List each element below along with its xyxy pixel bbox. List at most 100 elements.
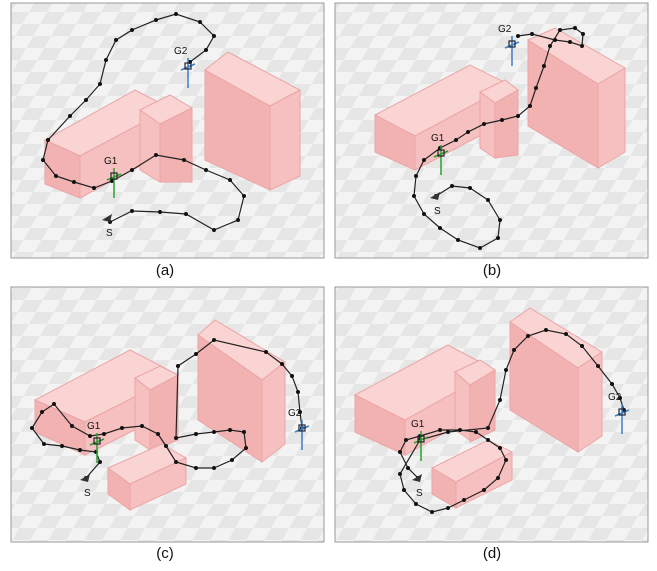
goal1-label: G1 [87, 421, 101, 432]
waypoint [242, 430, 246, 434]
waypoint [498, 398, 502, 402]
waypoint [98, 82, 102, 86]
waypoint [194, 352, 198, 356]
waypoint [504, 368, 508, 372]
waypoint [414, 174, 418, 178]
waypoint [544, 328, 548, 332]
waypoint [176, 364, 180, 368]
waypoint [88, 434, 92, 438]
waypoint [230, 458, 234, 462]
waypoint [458, 428, 462, 432]
waypoint [242, 194, 246, 198]
waypoint [130, 168, 134, 172]
waypoint [580, 44, 584, 48]
waypoint [504, 458, 508, 462]
waypoint [430, 510, 434, 514]
waypoint [182, 158, 186, 162]
waypoint [438, 428, 442, 432]
waypoint [580, 344, 584, 348]
goal2-label: G2 [288, 408, 302, 419]
waypoint [158, 210, 162, 214]
waypoint [156, 432, 160, 436]
waypoint [528, 104, 532, 108]
waypoint [500, 118, 504, 122]
panel-caption: (b) [483, 262, 501, 279]
waypoint [542, 64, 546, 68]
waypoint [456, 238, 460, 242]
waypoint [548, 44, 552, 48]
waypoint [568, 40, 572, 44]
goal1-label: G1 [431, 133, 445, 144]
waypoint [40, 410, 44, 414]
waypoint [516, 114, 520, 118]
waypoint [398, 450, 402, 454]
waypoint [184, 212, 188, 216]
waypoint [174, 460, 178, 464]
waypoint [204, 48, 208, 52]
waypoint [154, 153, 158, 157]
start-label: S [434, 206, 441, 217]
waypoint [596, 364, 600, 368]
waypoint [52, 402, 56, 406]
waypoint [164, 444, 168, 448]
waypoint [398, 472, 402, 476]
waypoint [104, 58, 108, 62]
goal2-label: G2 [498, 24, 512, 35]
waypoint [228, 178, 232, 182]
block-face [135, 378, 150, 450]
waypoint [130, 28, 134, 32]
waypoint [404, 438, 408, 442]
goal2-label: G2 [174, 46, 188, 57]
waypoint [212, 338, 216, 342]
waypoint [60, 444, 64, 448]
goal1-label: G1 [411, 419, 425, 430]
waypoint [198, 20, 202, 24]
waypoint [581, 32, 585, 36]
waypoint [534, 86, 538, 90]
waypoint [414, 502, 418, 506]
waypoint [610, 382, 614, 386]
panel-caption: (d) [483, 545, 501, 562]
waypoint [512, 348, 516, 352]
waypoint [98, 460, 102, 464]
waypoint [264, 350, 268, 354]
waypoint [406, 466, 410, 470]
waypoint [553, 38, 557, 42]
waypoint [468, 186, 472, 190]
waypoint [54, 174, 58, 178]
goal1-label: G1 [104, 156, 118, 167]
waypoint [174, 436, 178, 440]
waypoint [412, 194, 416, 198]
waypoint [84, 98, 88, 102]
waypoint [154, 18, 158, 22]
waypoint [228, 428, 232, 432]
waypoint [530, 32, 534, 36]
waypoint [280, 362, 284, 366]
waypoint [130, 209, 134, 213]
waypoint [114, 38, 118, 42]
waypoint [70, 424, 74, 428]
waypoint [41, 158, 45, 162]
waypoint [482, 488, 486, 492]
block-face [270, 90, 300, 190]
waypoint [194, 466, 198, 470]
waypoint [212, 228, 216, 232]
waypoint [450, 184, 454, 188]
waypoint [498, 218, 502, 222]
waypoint [290, 374, 294, 378]
waypoint [486, 198, 490, 202]
waypoint [486, 426, 490, 430]
waypoint [194, 432, 198, 436]
waypoint [204, 168, 208, 172]
waypoint [496, 236, 500, 240]
start-label: S [416, 488, 423, 499]
waypoint [478, 246, 482, 250]
waypoint [92, 186, 96, 190]
waypoint [446, 506, 450, 510]
waypoint [236, 218, 240, 222]
waypoint [46, 138, 50, 142]
waypoint [422, 212, 426, 216]
